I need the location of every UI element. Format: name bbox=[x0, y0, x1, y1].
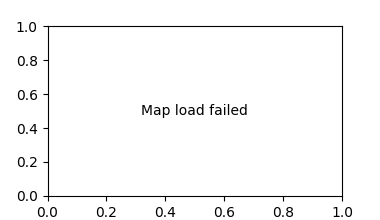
Text: Map load failed: Map load failed bbox=[141, 104, 248, 118]
